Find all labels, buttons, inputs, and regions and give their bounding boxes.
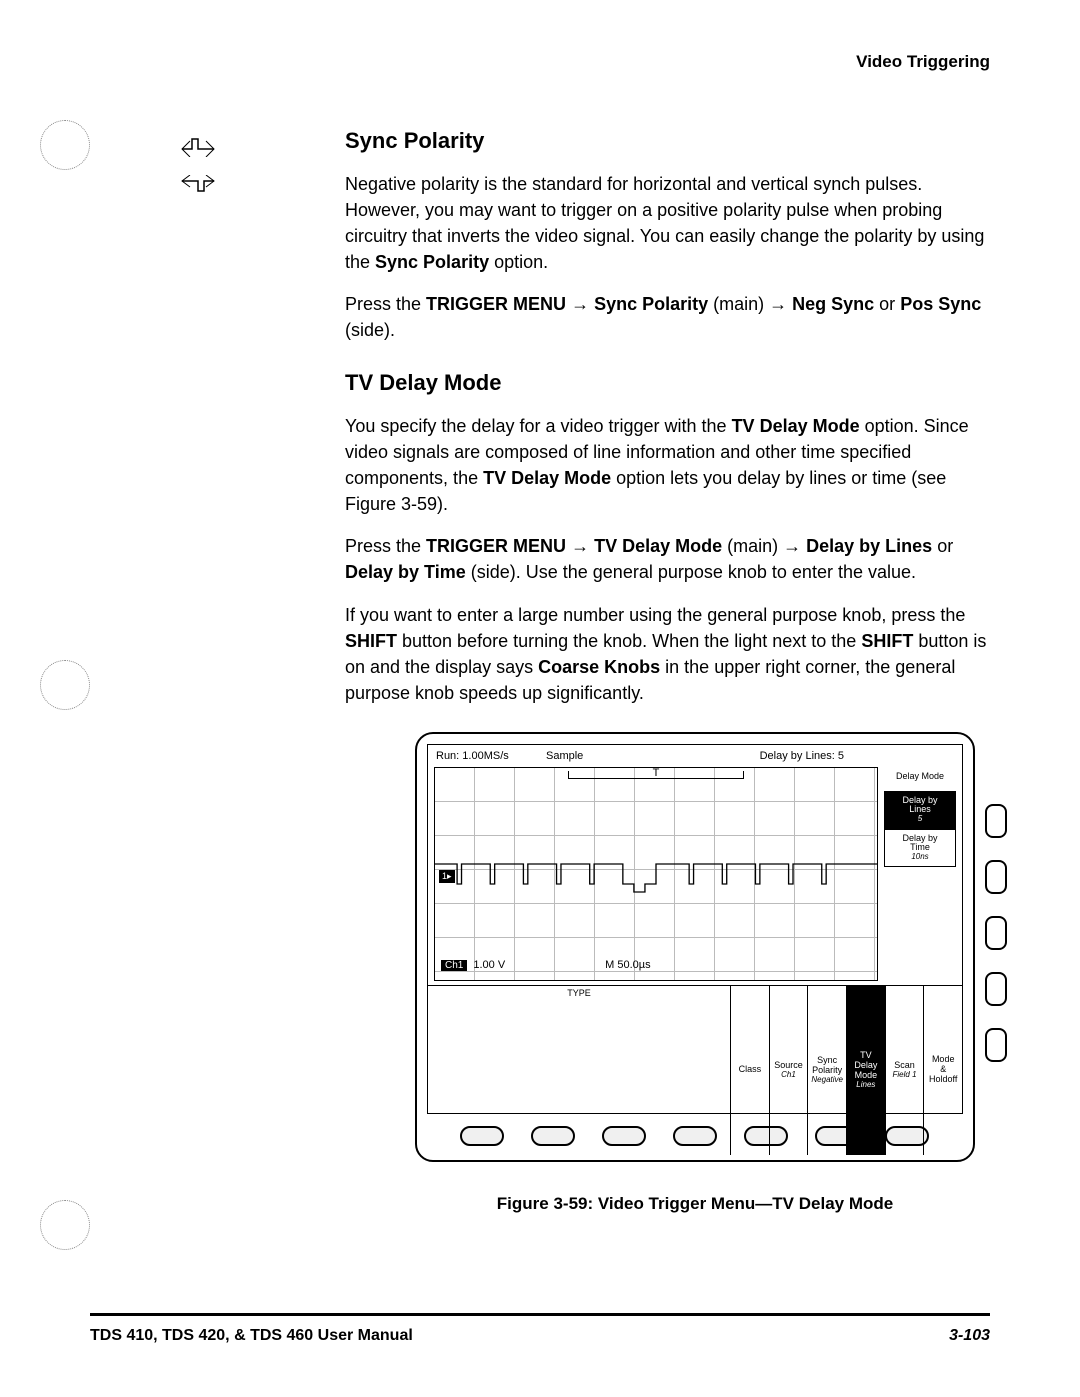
graticule: T 1▸ Ch11.00 V M 50.0µs [434,767,878,981]
tv-p3: If you want to enter a large number usin… [345,602,990,706]
running-header: Video Triggering [90,50,990,75]
neg-sync-icon [180,135,230,157]
timebase-scale: M 50.0µs [605,958,650,974]
side-menu-item[interactable]: Delay byLines5 [884,791,956,829]
tv-p2: Press the TRIGGER MENU → TV Delay Mode (… [345,533,990,585]
hole-punch-icon [40,660,90,710]
manual-title: TDS 410, TDS 420, & TDS 460 User Manual [90,1324,413,1347]
pos-sync-icon [180,175,230,197]
delay-readout: Delay by Lines: 5 [760,749,954,765]
bezel-button[interactable] [985,860,1007,894]
sync-p2: Press the TRIGGER MENU → Sync Polarity (… [345,291,990,343]
figure-3-59: Run: 1.00MS/s Sample Delay by Lines: 5 T… [415,732,975,1217]
waveform-icon [435,854,877,894]
sync-p1: Negative polarity is the standard for ho… [345,171,990,275]
bottom-menu-item[interactable]: SourceCh1 [770,986,809,1155]
bottom-menu-item[interactable]: TV DelayModeLines [847,986,886,1155]
page-number: 3-103 [949,1324,990,1347]
acq-mode: Sample [546,749,626,765]
bezel-button[interactable] [985,972,1007,1006]
bezel-button[interactable] [985,804,1007,838]
footer-rule [90,1313,990,1316]
page: Video Triggering Sync Polarity Negative … [0,0,1080,1397]
side-menu: Delay Mode Delay byLines5Delay byTime10n… [884,767,956,981]
side-menu-empty [884,867,956,905]
hole-punch-icon [40,120,90,170]
run-rate: Run: 1.00MS/s [436,749,546,765]
figure-caption: Figure 3-59: Video Trigger Menu—TV Delay… [415,1192,975,1217]
side-menu-item[interactable]: Delay byTime10ns [884,829,956,867]
hole-punch-icon [40,1200,90,1250]
trigger-marker-icon: T [653,767,660,782]
side-menu-empty [884,905,956,943]
bezel-button[interactable] [985,916,1007,950]
screen-body: T 1▸ Ch11.00 V M 50.0µs Delay Mode [428,767,962,985]
page-footer: TDS 410, TDS 420, & TDS 460 User Manual … [90,1313,990,1347]
side-bezel-buttons [985,804,1007,1062]
screen-top-readout: Run: 1.00MS/s Sample Delay by Lines: 5 [428,745,962,767]
sync-polarity-heading: Sync Polarity [345,125,990,157]
bezel-button[interactable] [985,1028,1007,1062]
bottom-menu-item[interactable]: Class [731,986,770,1155]
ch1-scale: Ch11.00 V [441,958,505,974]
bottom-menu-item[interactable]: SyncPolarityNegative [808,986,847,1155]
bottom-menu-item[interactable]: Mode&Holdoff [924,986,962,1155]
bottom-menu-item[interactable]: TYPE [428,986,731,1155]
side-menu-header: Delay Mode [884,767,956,787]
bottom-menu-item[interactable]: ScanField 1 [886,986,925,1155]
tv-p1: You specify the delay for a video trigge… [345,413,990,517]
oscilloscope-bezel: Run: 1.00MS/s Sample Delay by Lines: 5 T… [415,732,975,1162]
oscilloscope-screen: Run: 1.00MS/s Sample Delay by Lines: 5 T… [427,744,963,1114]
bottom-menu: TYPEClassSourceCh1SyncPolarityNegativeTV… [428,985,962,1155]
tv-delay-heading: TV Delay Mode [345,367,990,399]
bottom-readout: Ch11.00 V M 50.0µs [441,958,651,974]
side-menu-empty [884,943,956,981]
content-column: Sync Polarity Negative polarity is the s… [345,125,990,1217]
sync-pulse-icons [180,135,230,215]
